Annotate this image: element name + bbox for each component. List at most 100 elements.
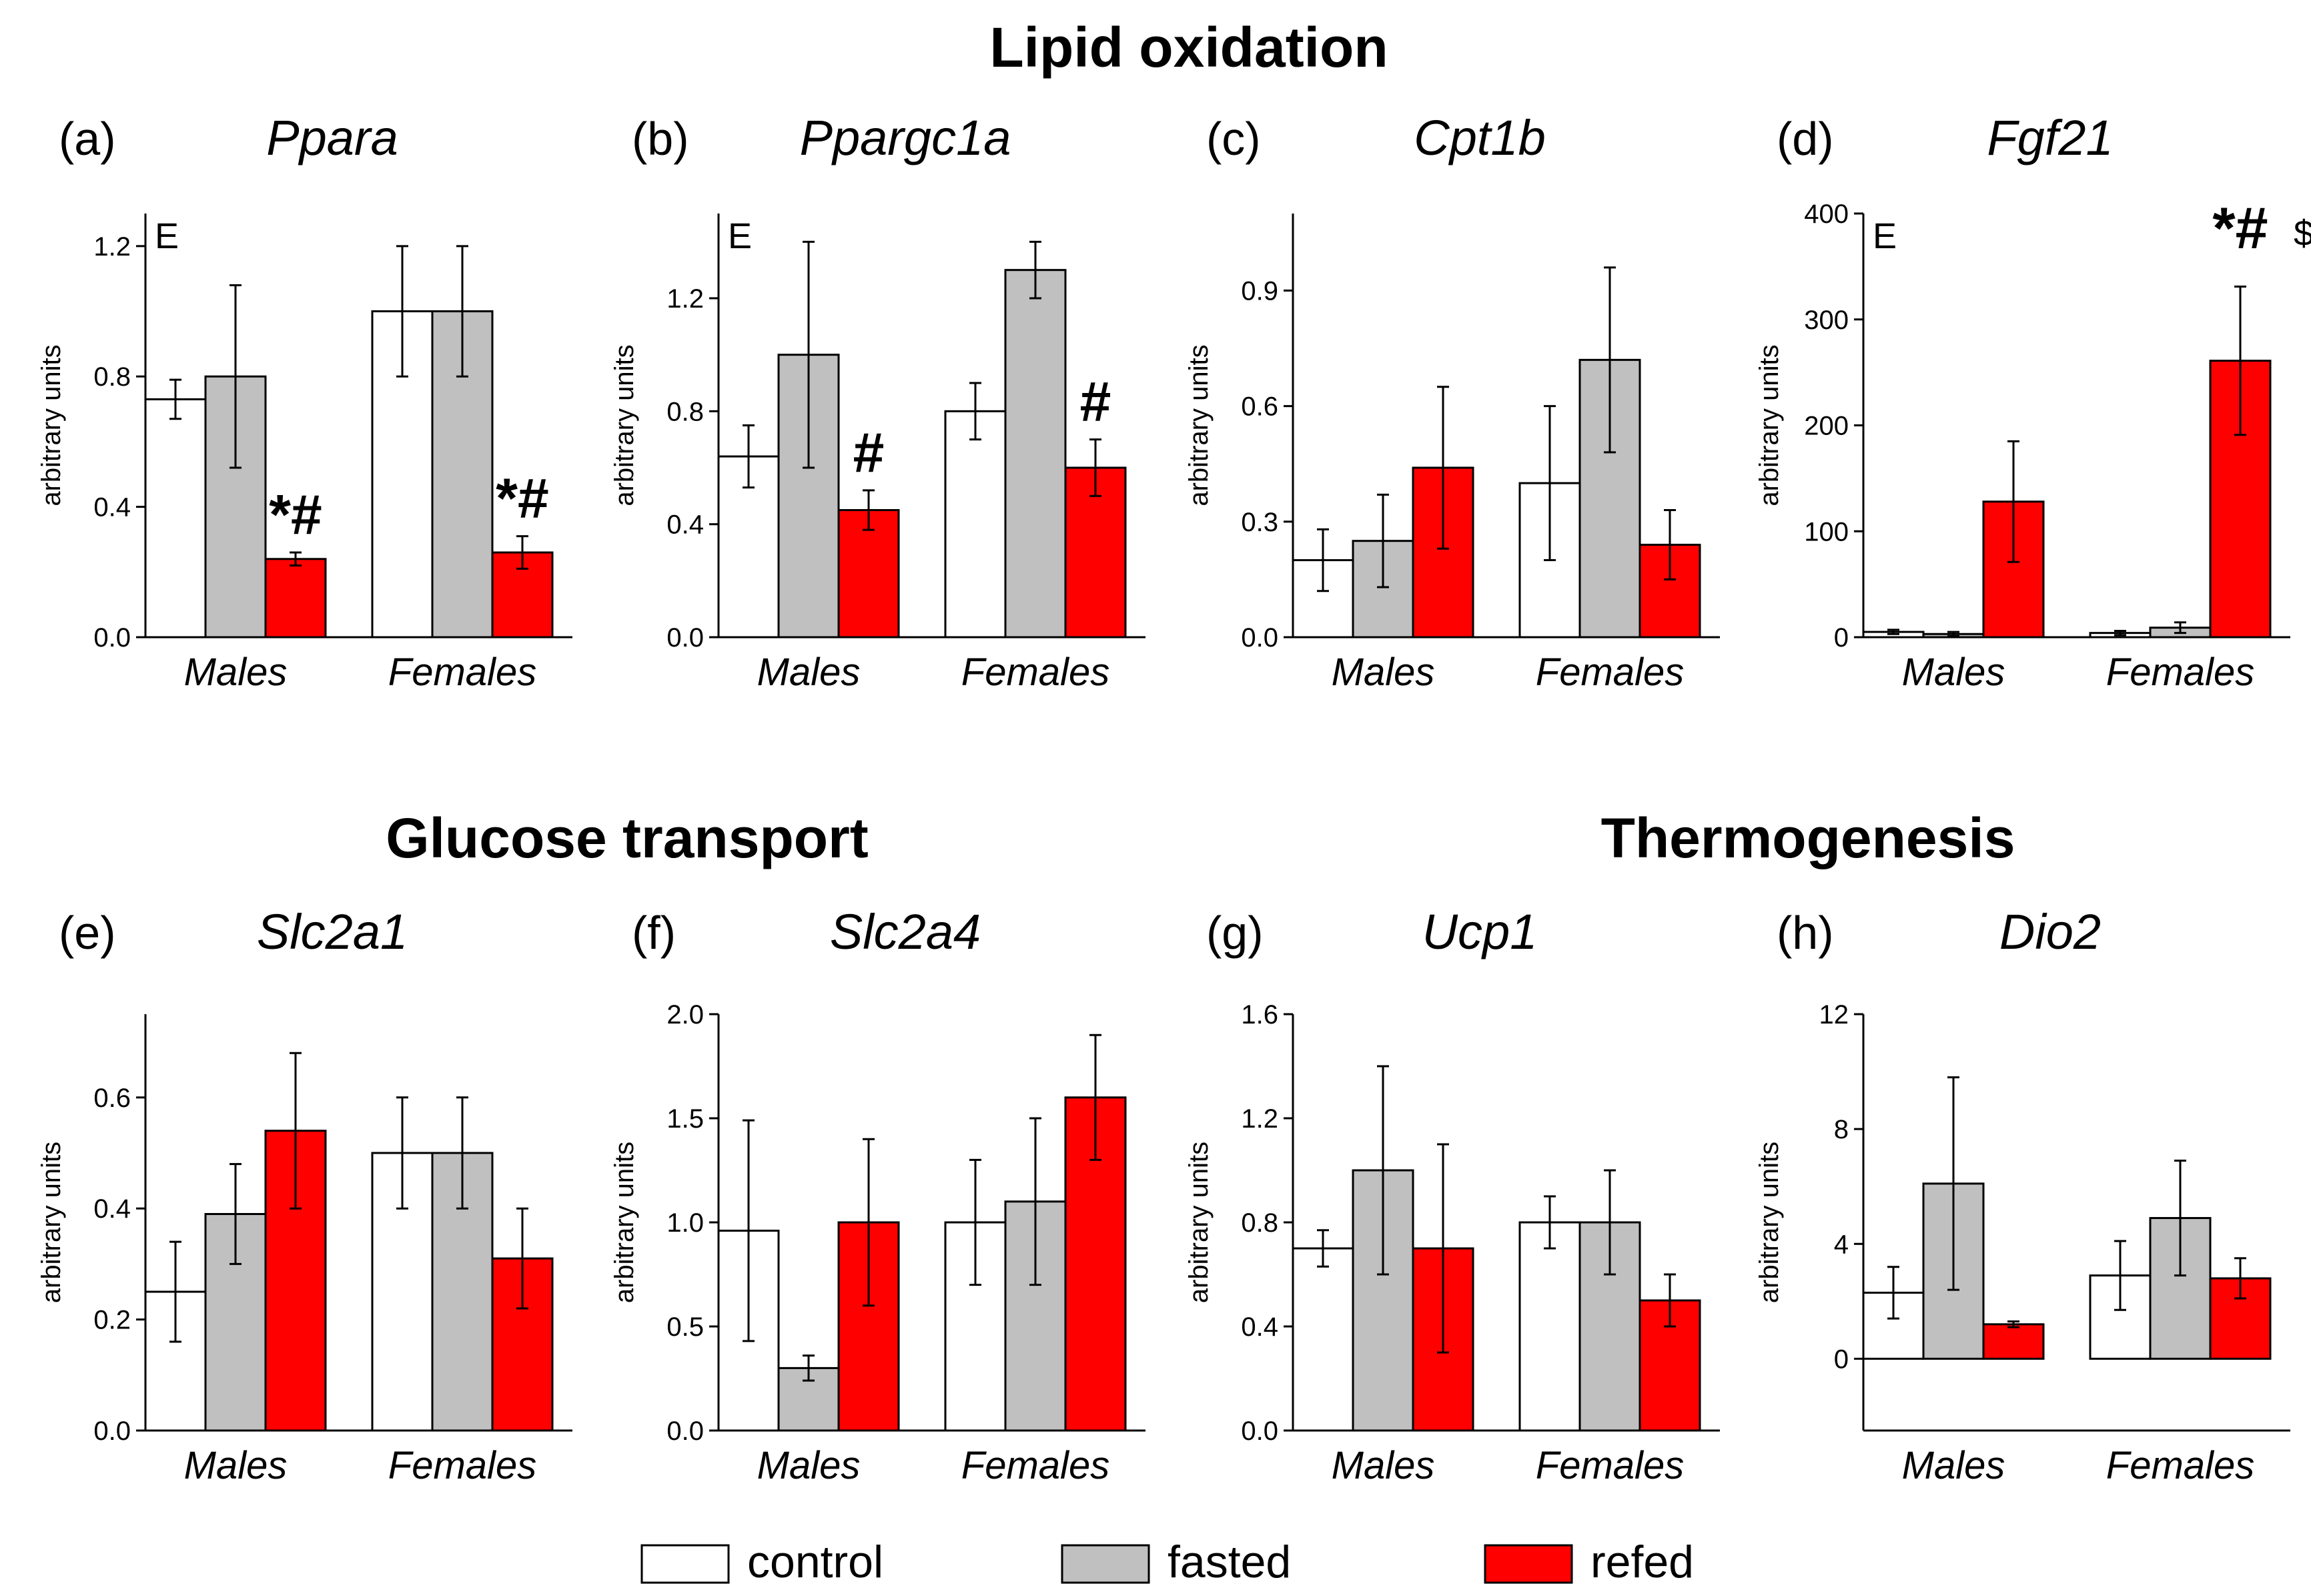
legend-swatch [1061, 1544, 1150, 1584]
error-bar-refed-males [1437, 386, 1449, 550]
legend-label: fasted [1168, 1537, 1291, 1587]
y-axis-label: arbitrary units [37, 344, 66, 506]
legend: control fasted refed [640, 1537, 1694, 1587]
error-bar-control-males [1317, 528, 1329, 592]
error-bar-fasted-females [2174, 1159, 2186, 1277]
error-bar-refed-males [2007, 440, 2019, 563]
error-bar-fasted-females [1604, 1169, 1616, 1276]
y-tick-label: 1.5 [666, 1104, 704, 1134]
y-tick-label: 0.0 [93, 623, 131, 653]
error-bar-refed-females [516, 535, 528, 570]
panel-ucp1: (g) Ucp1 0.0 0.4 0.8 1.2 1.6 arbitrary units Mal… [1184, 904, 1720, 1487]
error-bar-fasted-males [229, 1163, 242, 1265]
legend-swatch [1484, 1544, 1573, 1584]
panel-label: (h) [1777, 907, 1834, 959]
error-bar-refed-females [516, 1207, 528, 1310]
error-bar-control-females [2114, 629, 2126, 637]
bar-control-males [144, 398, 207, 639]
significance-marker: *# [496, 467, 548, 530]
x-category-label: Females [388, 651, 536, 694]
panel-title: Slc2a4 [830, 904, 981, 959]
effect-label: E [728, 216, 752, 256]
significance-dollar: $ [2294, 214, 2311, 254]
y-axis-label: arbitrary units [1184, 344, 1214, 506]
significance-marker: *# [269, 483, 322, 546]
y-tick-label: 0.0 [1241, 623, 1278, 653]
y-tick-label: 0.8 [93, 362, 131, 392]
error-bar-fasted-females [1029, 240, 1041, 300]
error-bar-refed-females [2234, 1257, 2246, 1300]
error-bar-refed-females [1664, 1273, 1676, 1328]
y-tick-label: 12 [1819, 1000, 1849, 1030]
y-tick-label: 0.5 [666, 1312, 704, 1342]
bar-control-males [1292, 1247, 1354, 1432]
error-bar-fasted-females [1029, 1117, 1041, 1286]
error-bar-control-females [1544, 1195, 1556, 1250]
panel-ppara: (a) Ppara 0.0 0.4 0.8 1.2 arbitrary units E Male… [37, 110, 572, 694]
error-bar-control-males [169, 378, 181, 420]
error-bar-control-females [969, 382, 981, 441]
panel-label: (g) [1206, 907, 1264, 959]
effect-label: E [1873, 216, 1897, 256]
significance-marker: # [853, 421, 885, 484]
error-bar-refed-females [1664, 509, 1676, 580]
x-category-label: Females [1536, 1444, 1684, 1487]
error-bar-control-females [1544, 405, 1556, 562]
y-tick-label: 300 [1804, 306, 1849, 335]
y-tick-label: 0.8 [666, 397, 704, 426]
y-tick-label: 0.6 [1241, 392, 1278, 422]
error-bar-control-females [2114, 1240, 2126, 1311]
error-bar-fasted-males [803, 1354, 815, 1382]
panel-cpt1b: (c) Cpt1b 0.0 0.3 0.6 0.9 arbitrary units Males… [1184, 110, 1720, 694]
error-bar-fasted-females [456, 245, 468, 378]
error-bar-fasted-males [1377, 493, 1389, 588]
y-tick-label: 0.9 [1241, 276, 1278, 306]
error-bar-fasted-males [803, 240, 815, 469]
x-category-label: Males [1332, 1444, 1435, 1487]
error-bar-refed-females [1089, 1034, 1101, 1161]
legend-label: refed [1590, 1537, 1694, 1587]
y-tick-label: 1.2 [1241, 1104, 1278, 1134]
y-tick-label: 100 [1804, 517, 1849, 546]
y-tick-label: 0.0 [666, 623, 704, 653]
panel-label: (a) [59, 113, 116, 165]
panel-title: Ppargc1a [800, 110, 1011, 165]
error-bar-refed-males [290, 551, 302, 567]
x-category-label: Males [1902, 1444, 2005, 1487]
y-tick-label: 1.2 [93, 232, 131, 262]
bar-fasted-males [204, 1213, 267, 1432]
panels: (a) Ppara 0.0 0.4 0.8 1.2 arbitrary units E Male… [37, 110, 2311, 1487]
section-title-lipid-oxidation: Lipid oxidation [989, 16, 1388, 79]
y-tick-label: 8 [1834, 1115, 1849, 1144]
error-bar-refed-males [290, 1052, 302, 1210]
error-bar-control-males [169, 1240, 181, 1343]
y-axis-label: arbitrary units [610, 1142, 639, 1303]
error-bar-refed-males [2007, 1320, 2019, 1328]
y-tick-label: 4 [1834, 1230, 1849, 1259]
y-axis-label: arbitrary units [610, 344, 639, 506]
error-bar-control-males [1317, 1229, 1329, 1268]
y-tick-label: 0.8 [1241, 1208, 1278, 1238]
effect-label: E [155, 216, 179, 256]
error-bar-refed-males [863, 1138, 875, 1307]
x-category-label: Females [961, 651, 1109, 694]
y-tick-label: 0.4 [93, 1194, 131, 1224]
error-bar-fasted-males [1947, 631, 1959, 637]
panel-title: Cpt1b [1414, 110, 1545, 165]
error-bar-control-males [1887, 1266, 1899, 1320]
error-bar-fasted-males [229, 284, 242, 469]
panel-label: (e) [59, 907, 116, 959]
error-bar-control-males [743, 1119, 755, 1342]
x-category-label: Females [388, 1444, 536, 1487]
y-tick-label: 0.3 [1241, 508, 1278, 537]
panel-label: (c) [1206, 113, 1261, 165]
y-tick-label: 0 [1834, 1344, 1849, 1374]
y-axis-label: arbitrary units [1755, 1142, 1784, 1303]
panel-label: (b) [632, 113, 689, 165]
y-axis-label: arbitrary units [1184, 1142, 1214, 1303]
bar-refed-males [264, 558, 327, 639]
error-bar-fasted-males [1947, 1076, 1959, 1291]
x-category-label: Males [757, 651, 861, 694]
error-bar-fasted-females [2174, 621, 2186, 635]
